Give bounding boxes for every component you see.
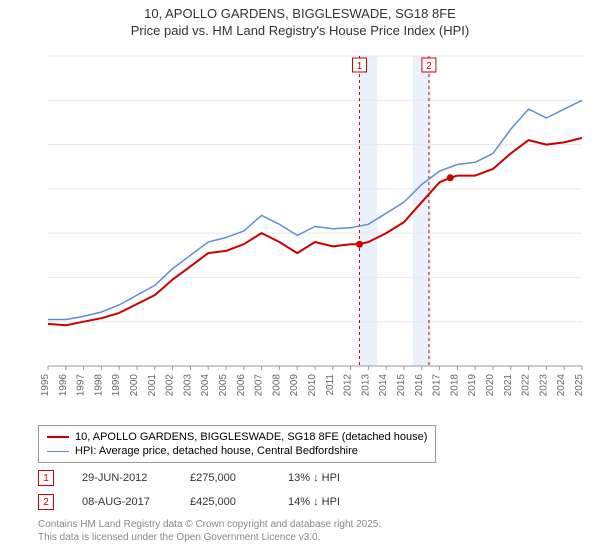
sale-price-1: £275,000: [190, 472, 260, 484]
title-line-1: 10, APOLLO GARDENS, BIGGLESWADE, SG18 8F…: [0, 6, 600, 23]
sale-marker-2: 2: [38, 494, 54, 510]
svg-text:1998: 1998: [93, 374, 104, 397]
svg-text:2022: 2022: [521, 374, 532, 397]
svg-text:2002: 2002: [165, 374, 176, 397]
legend-swatch-hpi: [47, 451, 69, 452]
sale-marker-1: 1: [38, 470, 54, 486]
legend-label-hpi: HPI: Average price, detached house, Cent…: [75, 445, 358, 457]
svg-text:1995: 1995: [40, 374, 51, 397]
svg-text:1996: 1996: [58, 374, 69, 397]
svg-text:2: 2: [426, 61, 432, 72]
sale-date-1: 29-JUN-2012: [82, 472, 162, 484]
footer-line-1: Contains HM Land Registry data © Crown c…: [38, 518, 381, 531]
title-line-2: Price paid vs. HM Land Registry's House …: [0, 23, 600, 40]
svg-text:2014: 2014: [378, 374, 389, 397]
chart-legend: 10, APOLLO GARDENS, BIGGLESWADE, SG18 8F…: [38, 425, 436, 463]
sales-table: 1 29-JUN-2012 £275,000 13% ↓ HPI 2 08-AU…: [38, 470, 368, 518]
svg-text:2013: 2013: [360, 374, 371, 397]
chart-container: 10, APOLLO GARDENS, BIGGLESWADE, SG18 8F…: [0, 0, 600, 560]
svg-text:2009: 2009: [289, 374, 300, 397]
sale-delta-1: 13% ↓ HPI: [288, 472, 368, 484]
svg-text:1: 1: [357, 61, 363, 72]
sale-row-1: 1 29-JUN-2012 £275,000 13% ↓ HPI: [38, 470, 368, 486]
legend-label-property: 10, APOLLO GARDENS, BIGGLESWADE, SG18 8F…: [75, 431, 427, 443]
svg-text:2019: 2019: [467, 374, 478, 397]
svg-text:2007: 2007: [254, 374, 265, 397]
footer-line-2: This data is licensed under the Open Gov…: [38, 531, 381, 544]
svg-text:2010: 2010: [307, 374, 318, 397]
sale-date-2: 08-AUG-2017: [82, 496, 162, 508]
sale-price-2: £425,000: [190, 496, 260, 508]
svg-text:2020: 2020: [485, 374, 496, 397]
sale-row-2: 2 08-AUG-2017 £425,000 14% ↓ HPI: [38, 494, 368, 510]
sale-delta-2: 14% ↓ HPI: [288, 496, 368, 508]
svg-text:2023: 2023: [538, 374, 549, 397]
footer-attribution: Contains HM Land Registry data © Crown c…: [38, 518, 381, 544]
svg-text:2012: 2012: [343, 374, 354, 397]
svg-text:2025: 2025: [574, 374, 585, 397]
svg-text:2024: 2024: [556, 374, 567, 397]
chart-plot: £0£100K£200K£300K£400K£500K£600K£700K199…: [38, 50, 588, 410]
svg-text:2021: 2021: [503, 374, 514, 397]
legend-item-property: 10, APOLLO GARDENS, BIGGLESWADE, SG18 8F…: [47, 430, 427, 444]
legend-swatch-property: [47, 436, 69, 438]
svg-text:2000: 2000: [129, 374, 140, 397]
svg-text:2015: 2015: [396, 374, 407, 397]
svg-text:2017: 2017: [432, 374, 443, 397]
svg-text:2006: 2006: [236, 374, 247, 397]
svg-text:2005: 2005: [218, 374, 229, 397]
legend-item-hpi: HPI: Average price, detached house, Cent…: [47, 444, 427, 458]
svg-text:2018: 2018: [449, 374, 460, 397]
svg-text:1997: 1997: [76, 374, 87, 397]
svg-text:1999: 1999: [111, 374, 122, 397]
svg-text:2001: 2001: [147, 374, 158, 397]
svg-text:2004: 2004: [200, 374, 211, 397]
svg-text:2011: 2011: [325, 374, 336, 396]
chart-title: 10, APOLLO GARDENS, BIGGLESWADE, SG18 8F…: [0, 0, 600, 40]
svg-text:2008: 2008: [271, 374, 282, 397]
svg-text:2016: 2016: [414, 374, 425, 397]
svg-text:2003: 2003: [182, 374, 193, 397]
